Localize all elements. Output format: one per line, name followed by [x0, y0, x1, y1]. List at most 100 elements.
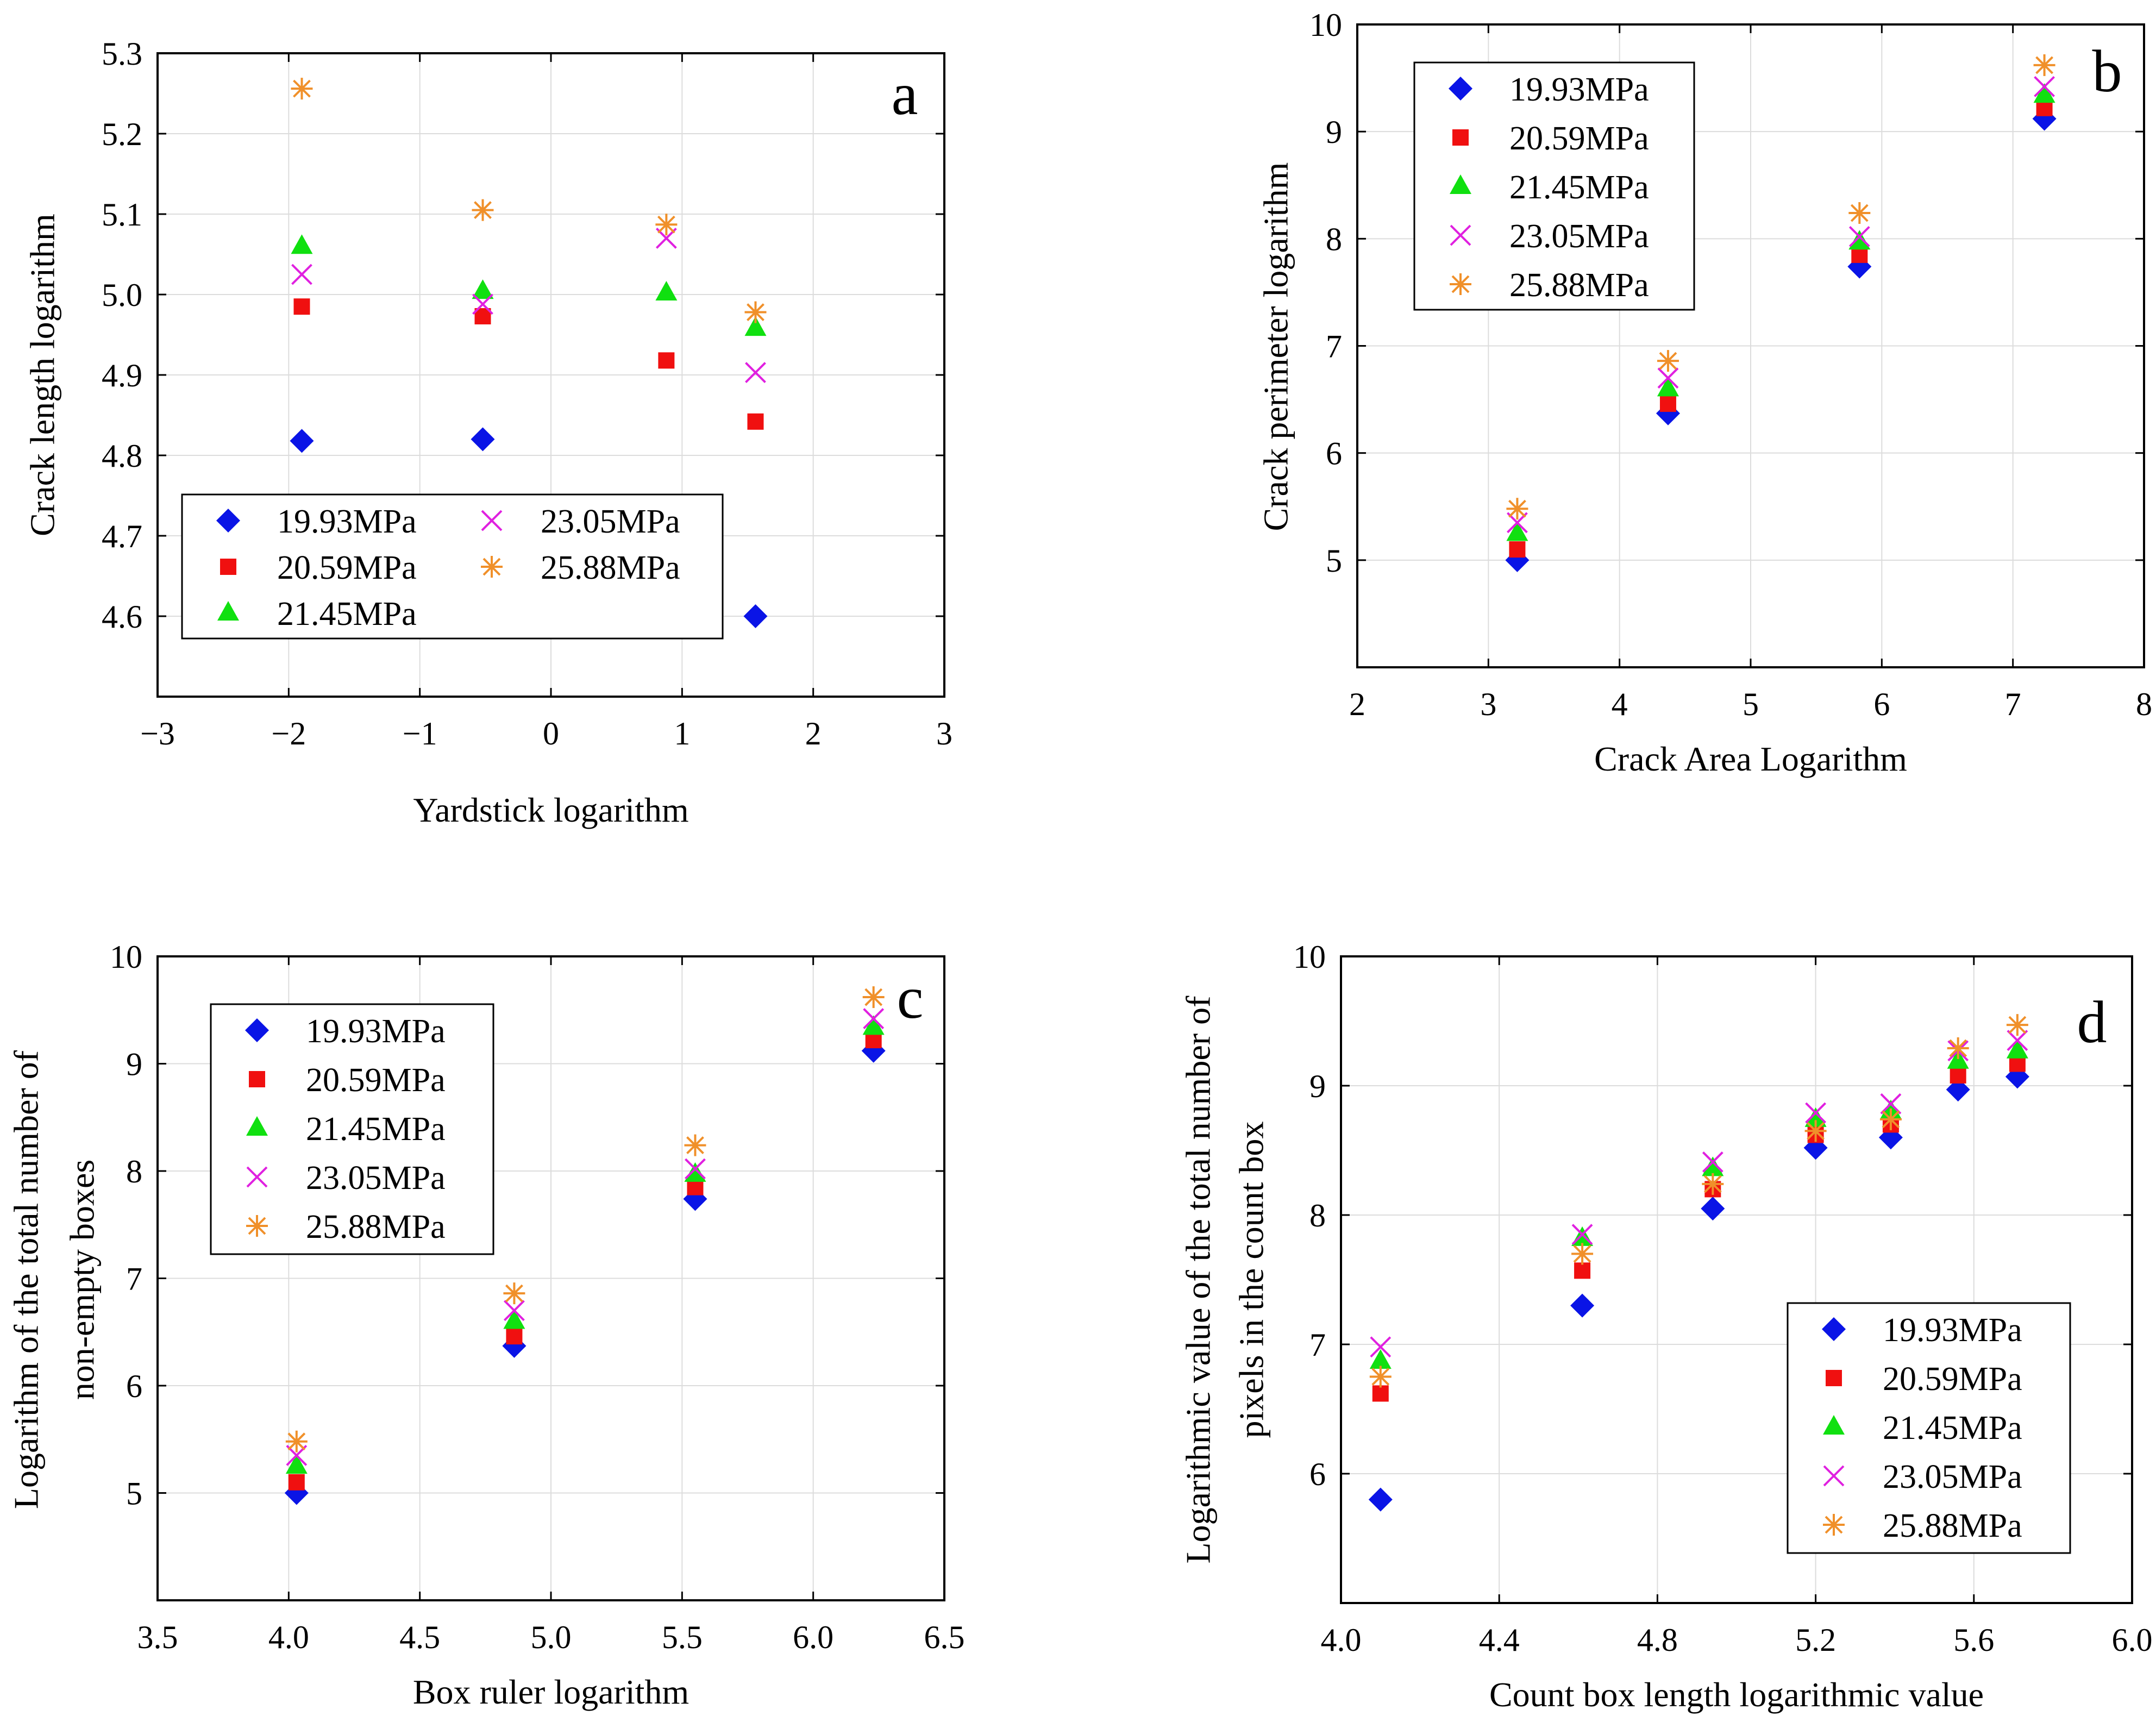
data-point [1702, 1156, 1724, 1176]
legend-marker [246, 1166, 268, 1188]
data-point [291, 264, 312, 285]
data-point [1506, 498, 1528, 520]
legend-marker [481, 556, 503, 578]
data-point [503, 1282, 525, 1305]
legend-label: 21.45MPa [277, 596, 417, 633]
x-tick-label: −2 [271, 716, 306, 752]
x-tick-label: 4.0 [268, 1619, 309, 1655]
y-tick-label: 6 [126, 1368, 142, 1404]
y-tick-label: 7 [1309, 1327, 1326, 1363]
x-tick-label: 2 [1349, 686, 1365, 722]
data-point [2006, 1038, 2028, 1059]
y-tick-label: 9 [1309, 1068, 1326, 1104]
legend-label: 20.59MPa [1509, 120, 1649, 157]
x-tick-label: 1 [674, 716, 690, 752]
y-tick-label: 9 [126, 1047, 142, 1082]
y-tick-label: 7 [126, 1261, 142, 1297]
data-point [291, 78, 313, 100]
series-20.59MPa [293, 298, 764, 430]
legend-marker [1450, 224, 1471, 246]
legend-marker [246, 1215, 268, 1237]
data-point [862, 986, 885, 1009]
data-point [743, 604, 768, 628]
legend-marker [1450, 174, 1471, 194]
data-point [285, 1454, 308, 1474]
panel-letter: d [2077, 989, 2107, 1055]
legend-marker [1823, 1465, 1845, 1487]
x-tick-label: 3 [936, 716, 952, 752]
legend-label: 23.05MPa [1883, 1458, 2022, 1495]
legend-marker [217, 601, 239, 621]
legend: 19.93MPa 20.59MPa 21.45MPa 23.05MPa 25.88MPa [1787, 1302, 2071, 1554]
y-axis-label: Crack length logarithm [23, 214, 62, 536]
y-tick-label: 10 [1293, 939, 1326, 975]
x-tick-label: 6.0 [2112, 1622, 2153, 1658]
legend-marker [245, 1018, 269, 1042]
legend-label: 19.93MPa [1509, 71, 1649, 108]
data-point [1505, 548, 1530, 572]
x-tick-label: 4.0 [1321, 1622, 1362, 1658]
data-point [2006, 1014, 2028, 1036]
data-point [684, 1134, 706, 1156]
data-point [293, 298, 310, 315]
legend-label: 21.45MPa [306, 1111, 446, 1148]
data-point [1805, 1102, 1827, 1124]
y-tick-label: 4.9 [102, 358, 142, 393]
data-point [1848, 230, 1871, 250]
y-tick-label: 6 [1326, 436, 1342, 472]
data-point [2034, 76, 2055, 97]
data-point [472, 293, 493, 315]
legend-marker [1822, 1317, 1846, 1341]
panel-a: −3 −2 −1 0 1 2 3 4.6 4.7 4.8 4.9 5.0 5.1 5.2 5.3 Yardst… [23, 36, 952, 829]
data-point [1848, 226, 1870, 247]
x-axis-label: Count box length logarithmic value [1489, 1675, 1984, 1714]
x-tick-label: 0 [543, 716, 559, 752]
x-axis-label: Box ruler logarithm [413, 1673, 689, 1711]
legend-label: 20.59MPa [306, 1062, 446, 1099]
series-25.88MPa [291, 78, 767, 323]
data-point [1509, 541, 1526, 558]
data-point [1702, 1173, 1724, 1195]
x-tick-label: 5.5 [662, 1619, 703, 1655]
series-21.45MPa [1506, 83, 2055, 541]
series-21.45MPa [291, 234, 767, 336]
legend-marker [1450, 273, 1471, 295]
legend-marker [216, 509, 240, 533]
data-point [1571, 1224, 1593, 1245]
legend-marker [481, 510, 503, 531]
series-19.93MPa [290, 427, 768, 628]
series-25.88MPa [1506, 54, 2055, 520]
y-axis-label-line: pixels in the count box [1232, 1121, 1271, 1438]
x-tick-label: −3 [140, 716, 175, 752]
data-point [1880, 1093, 1902, 1115]
data-point [1657, 350, 1679, 372]
legend-label: 21.45MPa [1883, 1410, 2022, 1447]
legend-label: 23.05MPa [1509, 218, 1649, 255]
data-point [472, 279, 494, 299]
legend-label: 21.45MPa [1509, 169, 1649, 206]
data-point [1950, 1067, 1966, 1084]
series-21.45MPa [285, 1015, 885, 1474]
legend-label: 23.05MPa [306, 1160, 446, 1197]
data-point [1657, 367, 1679, 389]
data-point [288, 1474, 305, 1491]
x-tick-label: 6.0 [793, 1619, 833, 1655]
x-tick-label: 4 [1612, 686, 1628, 722]
legend-label: 20.59MPa [1883, 1361, 2022, 1398]
legend: 19.93MPa 20.59MPa 21.45MPa 23.05MPa 25.88MPa [210, 1003, 494, 1255]
data-point [2007, 1030, 2028, 1051]
x-axis-label: Yardstick logarithm [413, 791, 688, 829]
x-tick-label: 5 [1743, 686, 1759, 722]
y-tick-label: 4.7 [102, 518, 142, 554]
panel-letter: c [897, 965, 924, 1031]
data-point [1804, 1107, 1827, 1127]
data-point [1369, 1366, 1392, 1388]
data-point [685, 1158, 706, 1180]
legend-label: 20.59MPa [277, 549, 417, 586]
legend-marker [1452, 129, 1469, 146]
data-point [1372, 1385, 1389, 1402]
legend-marker [246, 1116, 268, 1136]
data-point [2033, 54, 2055, 76]
legend-label: 19.93MPa [277, 503, 417, 540]
legend-label: 25.88MPa [306, 1209, 446, 1245]
